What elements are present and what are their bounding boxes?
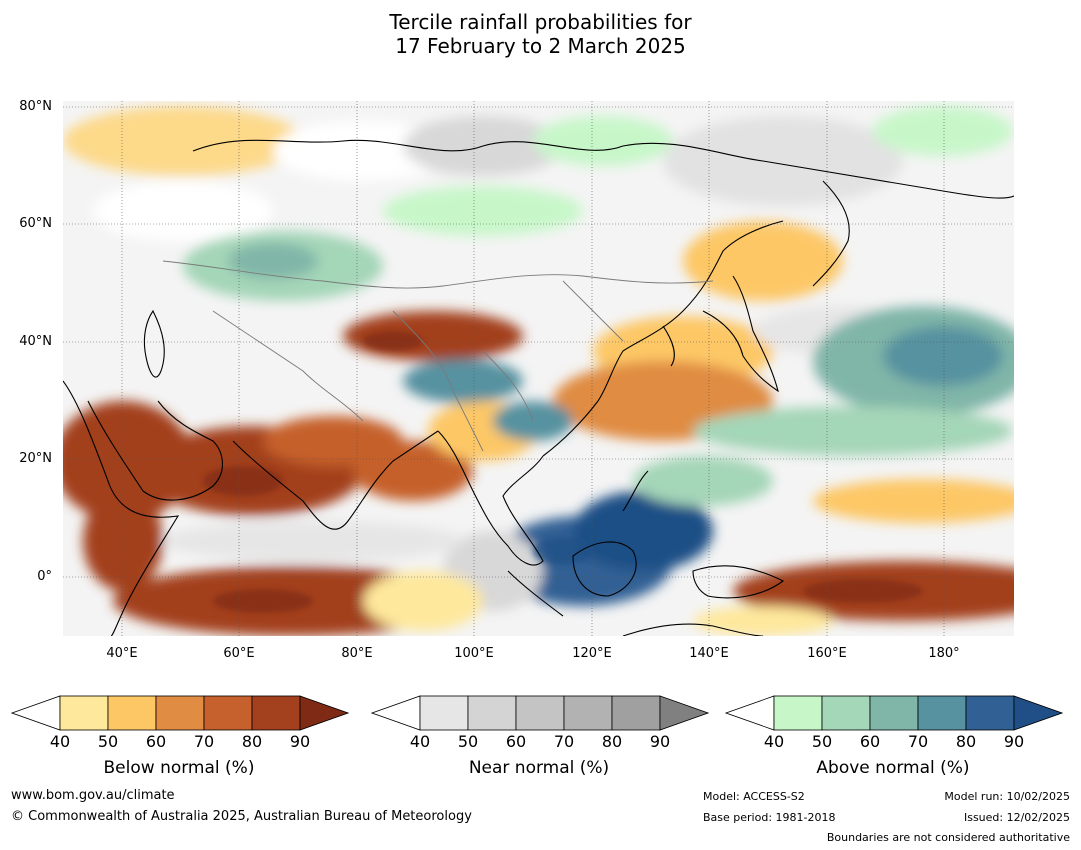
above-normal-tick-50: 50 [811,732,833,751]
lon-label-100e: 100°E [454,646,494,661]
above-normal-tick-90: 90 [1003,732,1025,751]
above-normal-label: Above normal (%) [816,758,970,778]
probability-field [63,106,1014,636]
near-normal-tick-80: 80 [601,732,623,751]
above-normal-bin-3 [869,695,919,731]
near-normal-bin-3 [515,695,565,731]
lon-label-120e: 120°E [572,646,612,661]
probability-detail [203,331,923,613]
graticule [63,101,1014,636]
rainfall-probability-map [63,101,1014,636]
lon-label-160e: 160°E [807,646,847,661]
below-normal-colorbar [11,695,349,731]
below-normal-bin-5 [251,695,301,731]
above-normal-colorbar [725,695,1063,731]
below-normal-bin-4 [203,695,253,731]
country-boundaries [162,260,714,452]
model-run-date: Model run: 10/02/2025 [944,790,1070,803]
below-normal-bin-2 [107,695,157,731]
near-normal-tick-70: 70 [553,732,575,751]
title-line-2: 17 February to 2 March 2025 [395,34,686,58]
above-normal-bin-5 [965,695,1015,731]
model-name: Model: ACCESS-S2 [703,790,805,803]
below-normal-tick-40: 40 [49,732,71,751]
map-title: Tercile rainfall probabilities for 17 Fe… [0,10,1081,58]
lon-label-40e: 40°E [106,646,138,661]
near-normal-bin-5 [611,695,661,731]
near-normal-low-extend [371,695,421,731]
lat-label-40n: 40°N [19,334,52,349]
below-normal-tick-50: 50 [97,732,119,751]
below-normal-high-extend [299,695,349,731]
near-normal-tick-60: 60 [505,732,527,751]
below-normal-tick-90: 90 [289,732,311,751]
website-link[interactable]: www.bom.gov.au/climate [11,788,175,803]
above-normal-bin-2 [821,695,871,731]
above-normal-bin-4 [917,695,967,731]
near-normal-label: Near normal (%) [468,758,610,778]
near-normal-high-extend [659,695,709,731]
lat-label-0: 0° [37,569,52,584]
above-normal-tick-60: 60 [859,732,881,751]
near-normal-bin-4 [563,695,613,731]
lon-label-60e: 60°E [223,646,255,661]
map-canvas [63,101,1014,636]
below-normal-bin-3 [155,695,205,731]
above-normal-tick-70: 70 [907,732,929,751]
lon-label-140e: 140°E [689,646,729,661]
below-normal-low-extend [11,695,61,731]
title-line-1: Tercile rainfall probabilities for [389,10,692,34]
lon-label-180: 180° [928,646,960,661]
above-normal-high-extend [1013,695,1063,731]
above-normal-low-extend [725,695,775,731]
boundaries-disclaimer: Boundaries are not considered authoritat… [826,831,1070,844]
near-normal-bin-2 [467,695,517,731]
lat-label-20n: 20°N [19,451,52,466]
near-normal-tick-40: 40 [409,732,431,751]
below-normal-tick-80: 80 [241,732,263,751]
above-normal-tick-40: 40 [763,732,785,751]
near-normal-bin-1 [419,695,469,731]
below-normal-tick-70: 70 [193,732,215,751]
above-normal-bin-1 [773,695,823,731]
base-period: Base period: 1981-2018 [703,811,836,824]
near-normal-tick-90: 90 [649,732,671,751]
copyright-notice: © Commonwealth of Australia 2025, Austra… [11,809,472,824]
lon-label-80e: 80°E [341,646,373,661]
issued-date: Issued: 12/02/2025 [963,811,1070,824]
lat-label-60n: 60°N [19,216,52,231]
near-normal-colorbar [371,695,709,731]
below-normal-bin-1 [59,695,109,731]
above-normal-tick-80: 80 [955,732,977,751]
lat-label-80n: 80°N [19,99,52,114]
below-normal-tick-60: 60 [145,732,167,751]
below-normal-label: Below normal (%) [103,758,255,778]
near-normal-tick-50: 50 [457,732,479,751]
coastlines [63,139,1014,636]
